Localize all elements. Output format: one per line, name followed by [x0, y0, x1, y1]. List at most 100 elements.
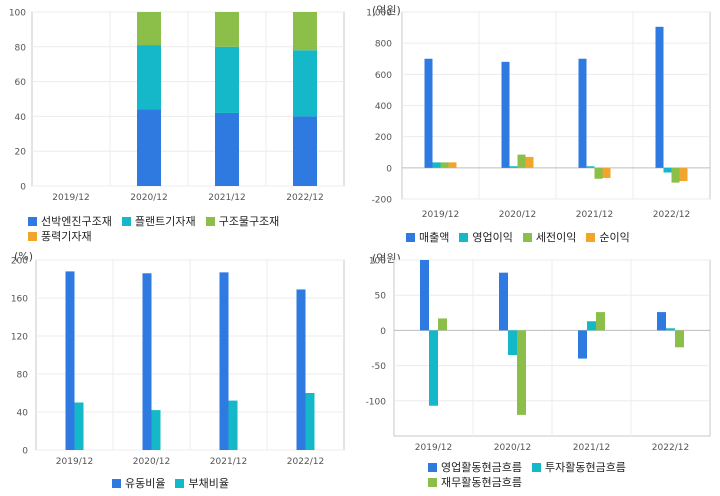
bar: [586, 166, 595, 168]
bar: [65, 271, 75, 450]
bar: [657, 312, 666, 331]
y-tick-label: 100: [369, 257, 386, 267]
x-tick-label: 2020/12: [133, 457, 170, 467]
bar: [448, 162, 457, 168]
y-tick-label: 200: [375, 133, 392, 143]
bar: [517, 330, 526, 415]
x-tick-label: 2021/12: [573, 443, 610, 453]
bar: [142, 273, 152, 450]
chart-unit-label: (%): [14, 250, 34, 263]
legend-item: 구조물구조재: [205, 214, 279, 229]
x-tick-label: 2021/12: [208, 193, 245, 203]
legend-item: 영업활동현금흐름: [428, 460, 522, 475]
legend-label: 순이익: [599, 231, 630, 244]
legend-label: 세전이익: [535, 231, 577, 244]
legend-label: 풍력기자재: [41, 230, 92, 243]
legend-swatch: [586, 233, 596, 242]
x-tick-label: 2022/12: [653, 210, 690, 220]
chart-plot-area: -200 0 200 400 600 800 1,000 2019/12 2020/12 2021…: [366, 9, 711, 220]
legend-swatch: [28, 232, 37, 241]
y-tick-label: 0: [22, 447, 28, 457]
legend-item: 매출액: [406, 230, 449, 245]
y-tick-label: 100: [9, 9, 26, 19]
legend-item: 부채비율: [175, 476, 229, 491]
legend-swatch: [112, 479, 121, 488]
bar: [679, 167, 688, 182]
bar: [666, 328, 675, 331]
y-tick-label: 40: [15, 113, 27, 123]
chart-plot-area: 0 40 80 120 160 200 2019/12 2020/12 2021/12 2022/…: [11, 257, 345, 467]
legend-swatch: [459, 233, 469, 242]
y-tick-label: 120: [11, 333, 28, 343]
y-tick-label: 60: [15, 78, 27, 88]
y-tick-label: 20: [15, 148, 27, 158]
bar: [508, 330, 517, 356]
y-tick-label: 50: [375, 292, 387, 302]
x-tick-label: 2021/12: [576, 210, 613, 220]
bar: [675, 330, 684, 348]
legend-label: 투자활동현금흐름: [544, 461, 626, 474]
bar: [219, 272, 229, 450]
y-tick-label: -100: [366, 397, 387, 407]
y-tick-label: -200: [372, 196, 393, 206]
y-tick-label: -50: [371, 362, 386, 372]
bar: [215, 12, 239, 47]
chart-income: (억원) -200 0 200 400 600 800 1,000 2019/12 2020/1…: [360, 0, 720, 248]
x-tick-label: 2019/12: [415, 443, 452, 453]
bar: [215, 112, 239, 186]
y-tick-label: 200: [11, 257, 28, 267]
legend-label: 선박엔진구조재: [41, 215, 112, 228]
y-tick-label: 600: [375, 71, 392, 81]
x-tick-label: 2020/12: [499, 210, 536, 220]
legend-label: 부채비율: [188, 477, 229, 490]
legend-label: 매출액: [419, 231, 450, 244]
bar: [137, 109, 161, 186]
bar: [296, 289, 306, 450]
bar: [151, 410, 161, 450]
y-tick-label: 1,000: [366, 9, 392, 19]
bar: [655, 26, 664, 168]
chart-legend: 유동비율 부채비율: [112, 476, 352, 491]
bar: [429, 330, 438, 406]
bar: [663, 167, 672, 173]
x-tick-label: 2022/12: [652, 443, 689, 453]
bar: [596, 312, 605, 331]
legend-item: 플랜트기자재: [121, 214, 196, 229]
legend-item: 풍력기자재: [28, 229, 92, 244]
legend-swatch: [531, 463, 541, 472]
bar: [509, 166, 518, 168]
legend-item: 순이익: [586, 230, 630, 245]
chart-legend: 영업활동현금흐름 투자활동현금흐름재무활동현금흐름: [428, 460, 668, 490]
y-tick-label: 80: [15, 43, 27, 53]
bar: [602, 167, 611, 178]
bar: [578, 58, 587, 168]
y-tick-label: 800: [375, 40, 392, 50]
bar: [305, 393, 315, 450]
chart-segment-ratio: 0 20 40 60 80 100 2019/12 2020/12 2021/12 2022/12…: [0, 0, 360, 248]
legend-label: 유동비율: [125, 477, 166, 490]
bar: [525, 156, 534, 168]
chart-plot-area: -100 -50 0 50 100 2019/12 2020/12 2021/12 2022/1…: [366, 257, 711, 453]
x-tick-label: 2020/12: [130, 193, 167, 203]
legend-item: 영업이익: [459, 230, 513, 245]
bar: [74, 402, 84, 450]
legend-item: 재무활동현금흐름: [428, 475, 522, 490]
bar: [137, 12, 161, 46]
bar: [228, 400, 238, 450]
bar: [215, 46, 239, 113]
y-tick-label: 400: [375, 102, 392, 112]
bar: [432, 162, 441, 168]
x-tick-label: 2019/12: [52, 193, 89, 203]
legend-label: 플랜트기자재: [134, 215, 196, 228]
bar: [420, 260, 429, 331]
legend-label: 재무활동현금흐름: [441, 476, 522, 489]
legend-swatch: [175, 479, 185, 488]
bar: [671, 167, 680, 183]
legend-item: 선박엔진구조재: [28, 214, 112, 229]
chart-unit-label: (억원): [372, 4, 401, 17]
x-tick-label: 2020/12: [494, 443, 531, 453]
legend-label: 영업이익: [472, 231, 513, 244]
bar: [438, 318, 447, 331]
bar: [594, 167, 603, 179]
x-tick-label: 2021/12: [210, 457, 247, 467]
